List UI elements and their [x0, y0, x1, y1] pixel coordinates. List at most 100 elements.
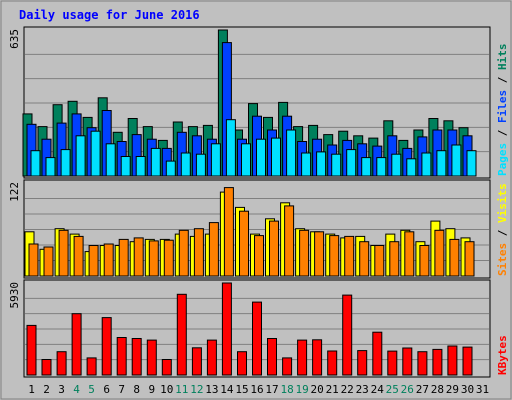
bar-kbytes-day-21 [327, 350, 338, 376]
bar-pages-day-29 [451, 144, 462, 177]
bar-pages-day-11 [180, 152, 191, 177]
bar-kbytes-day-11 [176, 293, 187, 376]
bar-kbytes-day-25 [387, 350, 398, 376]
bar-pages-day-23 [361, 157, 372, 177]
bar-sites-day-29 [449, 238, 460, 277]
panel-visits-max-label: 122 [8, 182, 21, 202]
bar-kbytes-day-9 [146, 339, 157, 376]
panel-visits: 122 Sites / Visits [8, 179, 509, 279]
bar-sites-day-9 [148, 240, 159, 277]
bar-pages-day-7 [120, 156, 131, 177]
bar-kbytes-day-29 [447, 345, 458, 376]
bar-sites-day-5 [88, 245, 99, 277]
bar-sites-day-24 [374, 245, 385, 277]
bar-kbytes-day-15 [237, 351, 247, 376]
bar-kbytes-day-2 [41, 359, 52, 376]
bar-pages-day-2 [45, 157, 56, 177]
panel-usage-label-hits: Hits [496, 44, 509, 71]
bar-pages-day-20 [316, 151, 327, 177]
bar-sites-day-8 [133, 237, 144, 277]
bar-sites-day-28 [434, 229, 445, 277]
x-tick-day-8: 8 [133, 383, 140, 396]
bar-sites-day-3 [58, 229, 69, 277]
bar-pages-day-14 [225, 119, 236, 177]
x-tick-day-4: 4 [73, 383, 80, 396]
bar-kbytes-day-18 [282, 357, 293, 376]
bar-sites-day-13 [208, 222, 219, 277]
bar-sites-day-10 [163, 239, 174, 277]
bar-pages-day-25 [391, 153, 402, 177]
panel-visits-label-separator: / [496, 223, 509, 243]
bar-kbytes-day-20 [312, 339, 323, 376]
bar-sites-day-2 [43, 246, 54, 277]
bar-kbytes-day-6 [101, 317, 112, 376]
bar-pages-day-28 [436, 150, 447, 177]
bar-sites-day-4 [73, 235, 84, 277]
bar-kbytes-day-28 [432, 348, 443, 376]
bar-sites-day-7 [118, 238, 129, 277]
x-tick-day-7: 7 [118, 383, 125, 396]
bar-kbytes-day-19 [297, 339, 308, 376]
bar-pages-day-9 [150, 147, 161, 177]
panel-kbytes-max-label: 5930 [8, 282, 21, 309]
bar-kbytes-day-4 [71, 313, 82, 376]
x-tick-day-22: 22 [341, 383, 354, 396]
x-tick-day-10: 10 [160, 383, 173, 396]
bar-sites-day-16 [254, 235, 264, 277]
bar-kbytes-day-12 [191, 347, 202, 376]
bar-pages-day-19 [301, 152, 312, 177]
bar-sites-day-30 [464, 241, 475, 277]
bar-pages-day-5 [90, 130, 101, 177]
bar-kbytes-day-17 [267, 338, 277, 376]
panel-usage-right-labels: Pages / Files / Hits [496, 44, 509, 177]
bar-sites-day-17 [269, 220, 279, 277]
x-tick-day-23: 23 [356, 383, 369, 396]
bar-pages-day-18 [286, 129, 297, 177]
bar-pages-day-21 [331, 153, 342, 177]
bar-sites-day-6 [103, 243, 114, 277]
bar-sites-day-18 [284, 205, 295, 277]
x-tick-day-30: 30 [461, 383, 474, 396]
bar-kbytes-day-16 [252, 301, 262, 376]
x-axis-day-labels: 1 2 3 4 5 6 7 8 9 10 11 12 13 14 15 16 17 18 19 20 21 22 23 24 2… [28, 383, 489, 396]
x-tick-day-11: 11 [175, 383, 188, 396]
bar-pages-day-13 [210, 143, 221, 177]
bar-pages-day-26 [406, 158, 417, 177]
bar-kbytes-day-23 [357, 350, 368, 376]
bar-kbytes-day-24 [372, 331, 383, 376]
chart-panels: 635 Pages / Files / Hits 122 Sites / Visits… [8, 26, 509, 378]
x-tick-day-19: 19 [295, 383, 308, 396]
bar-sites-day-25 [389, 241, 400, 277]
x-tick-day-14: 14 [220, 383, 234, 396]
bar-kbytes-day-10 [161, 359, 172, 376]
x-tick-day-17: 17 [265, 383, 278, 396]
panel-kbytes-right-labels: KBytes [496, 335, 509, 375]
bar-sites-day-22 [344, 235, 355, 277]
x-tick-day-5: 5 [88, 383, 95, 396]
bar-pages-day-24 [376, 157, 387, 177]
x-tick-day-27: 27 [416, 383, 429, 396]
x-tick-day-1: 1 [28, 383, 35, 396]
panel-usage-label-files: Files [496, 90, 509, 123]
bar-pages-day-12 [195, 153, 206, 177]
bar-kbytes-day-26 [402, 347, 413, 376]
x-tick-day-31: 31 [476, 383, 489, 396]
bar-pages-day-15 [241, 143, 251, 177]
x-tick-day-16: 16 [250, 383, 263, 396]
panel-visits-label-sites: Sites [496, 243, 509, 276]
bar-sites-day-1 [28, 243, 39, 277]
x-tick-day-24: 24 [371, 383, 385, 396]
bar-sites-day-21 [329, 235, 340, 277]
bar-kbytes-day-1 [26, 324, 37, 376]
bar-kbytes-day-7 [116, 337, 127, 376]
x-tick-day-21: 21 [326, 383, 339, 396]
bar-pages-day-30 [466, 150, 477, 177]
x-tick-day-9: 9 [148, 383, 155, 396]
bar-pages-day-27 [421, 152, 432, 177]
x-tick-day-20: 20 [310, 383, 323, 396]
bar-kbytes-day-13 [206, 339, 217, 376]
x-tick-day-13: 13 [205, 383, 218, 396]
bar-pages-day-6 [105, 143, 116, 177]
bar-kbytes-day-5 [86, 357, 97, 376]
